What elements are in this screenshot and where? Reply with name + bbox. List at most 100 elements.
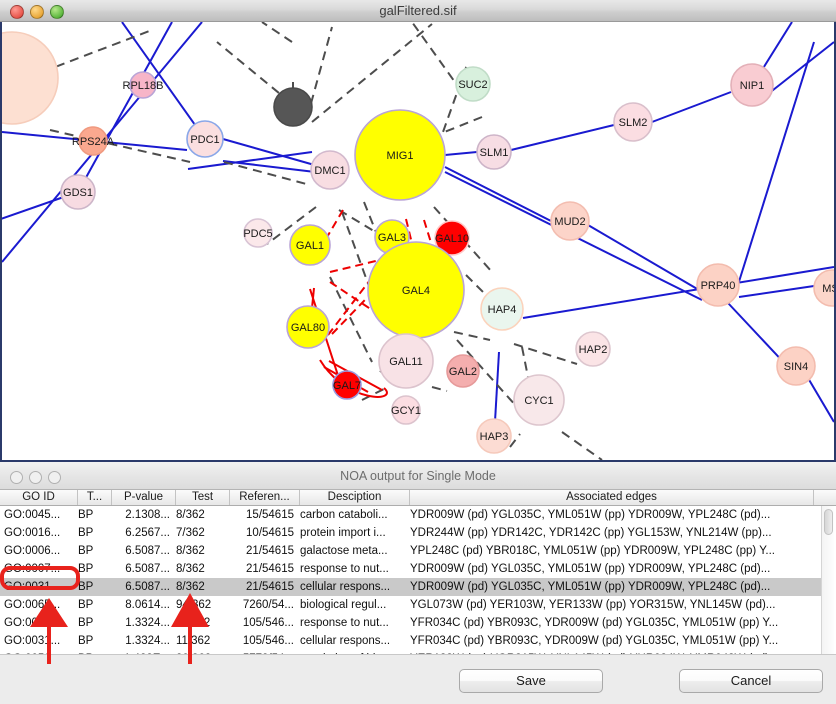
cell-edges: YDR009W (pd) YGL035C, YML051W (pp) YDR00… xyxy=(410,563,771,575)
network-node-prp40[interactable]: PRP40 xyxy=(696,263,740,307)
cell-pvalue: 1.3324... xyxy=(125,635,170,647)
cell-type: BP xyxy=(78,509,94,521)
network-node-pdc5[interactable]: PDC5 xyxy=(243,218,273,248)
cell-edges: YGL073W (pd) YER103W, YER133W (pp) YOR31… xyxy=(410,599,776,611)
table-header-row[interactable]: GO ID T... P-value Test Referen... Desciption… xyxy=(0,490,836,506)
node-label: SLM1 xyxy=(480,147,509,159)
noa-zoom-button[interactable] xyxy=(48,471,61,484)
cell-pvalue: 6.2567... xyxy=(125,527,170,539)
network-node-mud2[interactable]: MUD2 xyxy=(550,201,590,241)
column-header-goid[interactable]: GO ID xyxy=(0,490,78,505)
cell-reference: 21/54615 xyxy=(246,581,294,593)
column-header-type[interactable]: T... xyxy=(78,490,112,505)
cell-description: response to nut... xyxy=(300,617,389,629)
network-node-hap3[interactable]: HAP3 xyxy=(476,418,512,454)
cell-pvalue: 6.5087... xyxy=(125,581,170,593)
cell-pvalue: 1.428E... xyxy=(112,650,170,654)
node-label: SLM2 xyxy=(619,117,648,129)
cell-type: BP xyxy=(78,545,94,557)
network-node-mig1[interactable]: MIG1 xyxy=(354,109,446,201)
cell-test: 11/362 xyxy=(176,635,211,647)
cell-goid: GO:0031... xyxy=(4,635,61,647)
cell-description: response to nut... xyxy=(300,563,389,575)
network-node-rpl18b[interactable]: RPL18B xyxy=(123,71,164,99)
table-row[interactable]: GO:0016... BP 6.2567... 7/362 10/54615 protei… xyxy=(0,524,824,542)
cell-pvalue: 2.1308... xyxy=(125,509,170,521)
table-row[interactable]: GO:0045... BP 2.1308... 8/362 15/54615 carbon… xyxy=(0,506,824,524)
cell-goid: GO:0006... xyxy=(4,545,61,557)
network-node-gds1[interactable]: GDS1 xyxy=(60,174,96,210)
node-label: GCY1 xyxy=(391,405,421,417)
table-row[interactable]: GO:0031... BP 6.5087... 8/362 21/54615 cellul… xyxy=(0,578,824,596)
network-node-msi[interactable]: MSI xyxy=(813,269,834,307)
save-button[interactable]: Save xyxy=(459,669,603,693)
table-row[interactable]: GO:0031... BP 1.3324... 11/362 105/546... cel… xyxy=(0,632,824,650)
cancel-button[interactable]: Cancel xyxy=(679,669,823,693)
network-node-gal7[interactable]: GAL7 xyxy=(332,370,362,400)
network-node-rps24a[interactable]: RPS24A xyxy=(72,126,115,156)
node-label: GAL2 xyxy=(449,366,477,378)
cell-goid: GO:0065... xyxy=(4,599,61,611)
column-header-reference[interactable]: Referen... xyxy=(230,490,300,505)
node-label: SUC2 xyxy=(458,79,487,91)
network-node-dark[interactable] xyxy=(273,87,313,127)
cell-goid: GO:0031... xyxy=(4,581,61,593)
zoom-button[interactable] xyxy=(50,5,64,19)
cell-type: BP xyxy=(78,635,94,647)
noa-dialog: NOA output for Single Mode GO ID T... P-va… xyxy=(0,460,836,704)
column-header-test[interactable]: Test xyxy=(176,490,230,505)
window-title: galFiltered.sif xyxy=(379,3,457,18)
noa-close-button[interactable] xyxy=(10,471,23,484)
network-node-hap2[interactable]: HAP2 xyxy=(575,331,611,367)
cell-reference: 15/54615 xyxy=(246,509,294,521)
network-node-nip1[interactable]: NIP1 xyxy=(730,63,774,107)
network-node-gal80[interactable]: GAL80 xyxy=(286,305,330,349)
network-node-slm2[interactable]: SLM2 xyxy=(613,102,653,142)
network-canvas[interactable]: RPL18B RPS24A GDS1 PDC1 DMC1 PDC5 SUC2 MIG1 SLM1… xyxy=(0,22,836,460)
scrollbar-thumb[interactable] xyxy=(824,509,833,535)
cell-pvalue: 1.3324... xyxy=(125,617,170,629)
network-node-bigleft[interactable] xyxy=(2,31,59,125)
cell-test: 94/362 xyxy=(176,599,212,611)
network-node-suc2[interactable]: SUC2 xyxy=(455,66,491,102)
cell-edges: YDR009W (pd) YGL035C, YML051W (pp) YDR00… xyxy=(410,581,771,593)
network-node-slm1[interactable]: SLM1 xyxy=(476,134,512,170)
table-vertical-scrollbar[interactable] xyxy=(821,506,834,654)
node-label: GAL80 xyxy=(291,322,325,334)
network-node-cyc1[interactable]: CYC1 xyxy=(513,374,565,426)
network-node-gal11[interactable]: GAL11 xyxy=(378,333,434,389)
network-node-gal4[interactable]: GAL4 xyxy=(367,241,465,339)
node-label: MUD2 xyxy=(554,216,585,228)
column-header-edges[interactable]: Associated edges xyxy=(410,490,814,505)
table-body[interactable]: GO:0045... BP 2.1308... 8/362 15/54615 carbon… xyxy=(0,506,836,654)
network-node-sin4[interactable]: SIN4 xyxy=(776,346,816,386)
table-row[interactable]: GO:0065... BP 8.0614... 94/362 7260/54... bio… xyxy=(0,596,824,614)
network-node-gal1[interactable]: GAL1 xyxy=(289,224,331,266)
column-header-description[interactable]: Desciption xyxy=(300,490,410,505)
network-graph[interactable]: RPL18B RPS24A GDS1 PDC1 DMC1 PDC5 SUC2 MIG1 SLM1… xyxy=(2,22,834,460)
results-table[interactable]: GO ID T... P-value Test Referen... Desciption… xyxy=(0,490,836,704)
table-row[interactable]: GO:0007... BP 6.5087... 8/362 21/54615 respon… xyxy=(0,560,824,578)
node-label: MIG1 xyxy=(387,150,414,162)
table-row[interactable]: GO:0031... BP 1.3324... 11/362 105/546... res… xyxy=(0,614,824,632)
column-header-pvalue[interactable]: P-value xyxy=(112,490,176,505)
table-row[interactable]: GO:0006... BP 6.5087... 8/362 21/54615 galact… xyxy=(0,542,824,560)
cell-test: 8/362 xyxy=(176,563,205,575)
nodes-layer[interactable]: RPL18B RPS24A GDS1 PDC1 DMC1 PDC5 SUC2 MIG1 SLM1… xyxy=(2,31,834,454)
noa-minimize-button[interactable] xyxy=(29,471,42,484)
noa-titlebar: NOA output for Single Mode xyxy=(0,462,836,490)
cell-description: cellular respons... xyxy=(300,635,391,647)
node-label: HAP4 xyxy=(488,304,517,316)
network-node-gcy1[interactable]: GCY1 xyxy=(391,395,421,425)
network-node-gal2[interactable]: GAL2 xyxy=(446,354,480,388)
network-node-hap4[interactable]: HAP4 xyxy=(480,287,524,331)
network-node-pdc1[interactable]: PDC1 xyxy=(186,120,224,158)
network-node-dmc1[interactable]: DMC1 xyxy=(310,150,350,190)
node-label: NIP1 xyxy=(740,80,764,92)
cell-edges: YDR244W (pp) YDR142C, YDR142C (pp) YGL15… xyxy=(410,527,772,539)
cell-reference: 5778/54... xyxy=(230,650,294,654)
minimize-button[interactable] xyxy=(30,5,44,19)
close-button[interactable] xyxy=(10,5,24,19)
network-node-gal10[interactable]: GAL10 xyxy=(434,220,470,256)
